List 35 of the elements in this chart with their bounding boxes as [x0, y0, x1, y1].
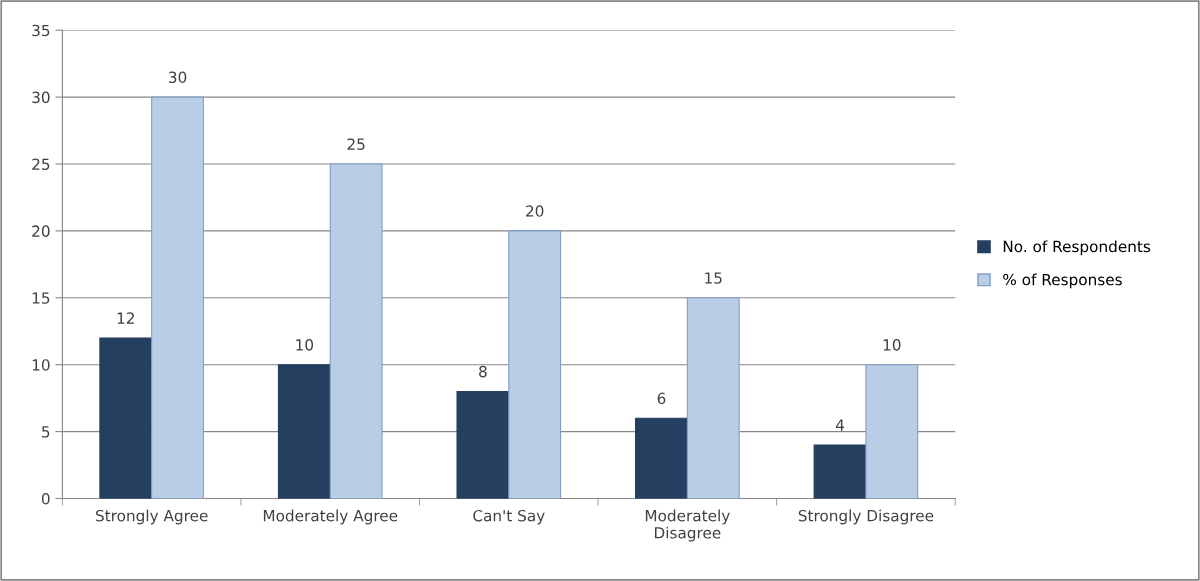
data-label: 12 — [117, 312, 134, 324]
bar — [686, 297, 740, 499]
y-tick-label: 0 — [41, 492, 50, 505]
data-label: 4 — [835, 419, 845, 431]
x-tick-label: Can't Say — [473, 509, 545, 525]
y-tick-label: 30 — [32, 91, 50, 104]
data-label: 25 — [347, 138, 365, 150]
y-tick-label: 15 — [32, 292, 50, 304]
bar — [456, 390, 510, 499]
legend-label: No. of Respondents — [1003, 240, 1151, 256]
x-tick-label: Moderately Agree — [263, 509, 398, 525]
y-tick-label: 35 — [32, 24, 50, 37]
data-label: 8 — [479, 365, 487, 378]
bar — [277, 364, 331, 499]
data-label: 10 — [883, 339, 901, 351]
y-tick-label: 20 — [32, 225, 50, 237]
bar — [329, 163, 383, 499]
data-label: 15 — [705, 272, 722, 284]
x-tick-label: Strongly Disagree — [798, 509, 934, 525]
data-label: 30 — [169, 71, 187, 84]
legend-label: % of Responses — [1003, 273, 1122, 289]
y-tick-label: 25 — [32, 158, 50, 171]
bar — [151, 96, 205, 499]
bar — [99, 337, 153, 499]
x-tick-label: Strongly Agree — [95, 509, 208, 525]
y-tick-label: 10 — [32, 359, 50, 371]
data-label: 6 — [657, 392, 666, 405]
data-label: 20 — [526, 205, 544, 217]
x-tick-label: Moderately Disagree — [645, 509, 730, 542]
bar — [865, 364, 919, 499]
y-tick-label: 5 — [42, 426, 50, 438]
bar — [508, 230, 562, 499]
bar — [813, 444, 867, 499]
data-label: 10 — [296, 339, 314, 351]
bar — [635, 417, 688, 499]
